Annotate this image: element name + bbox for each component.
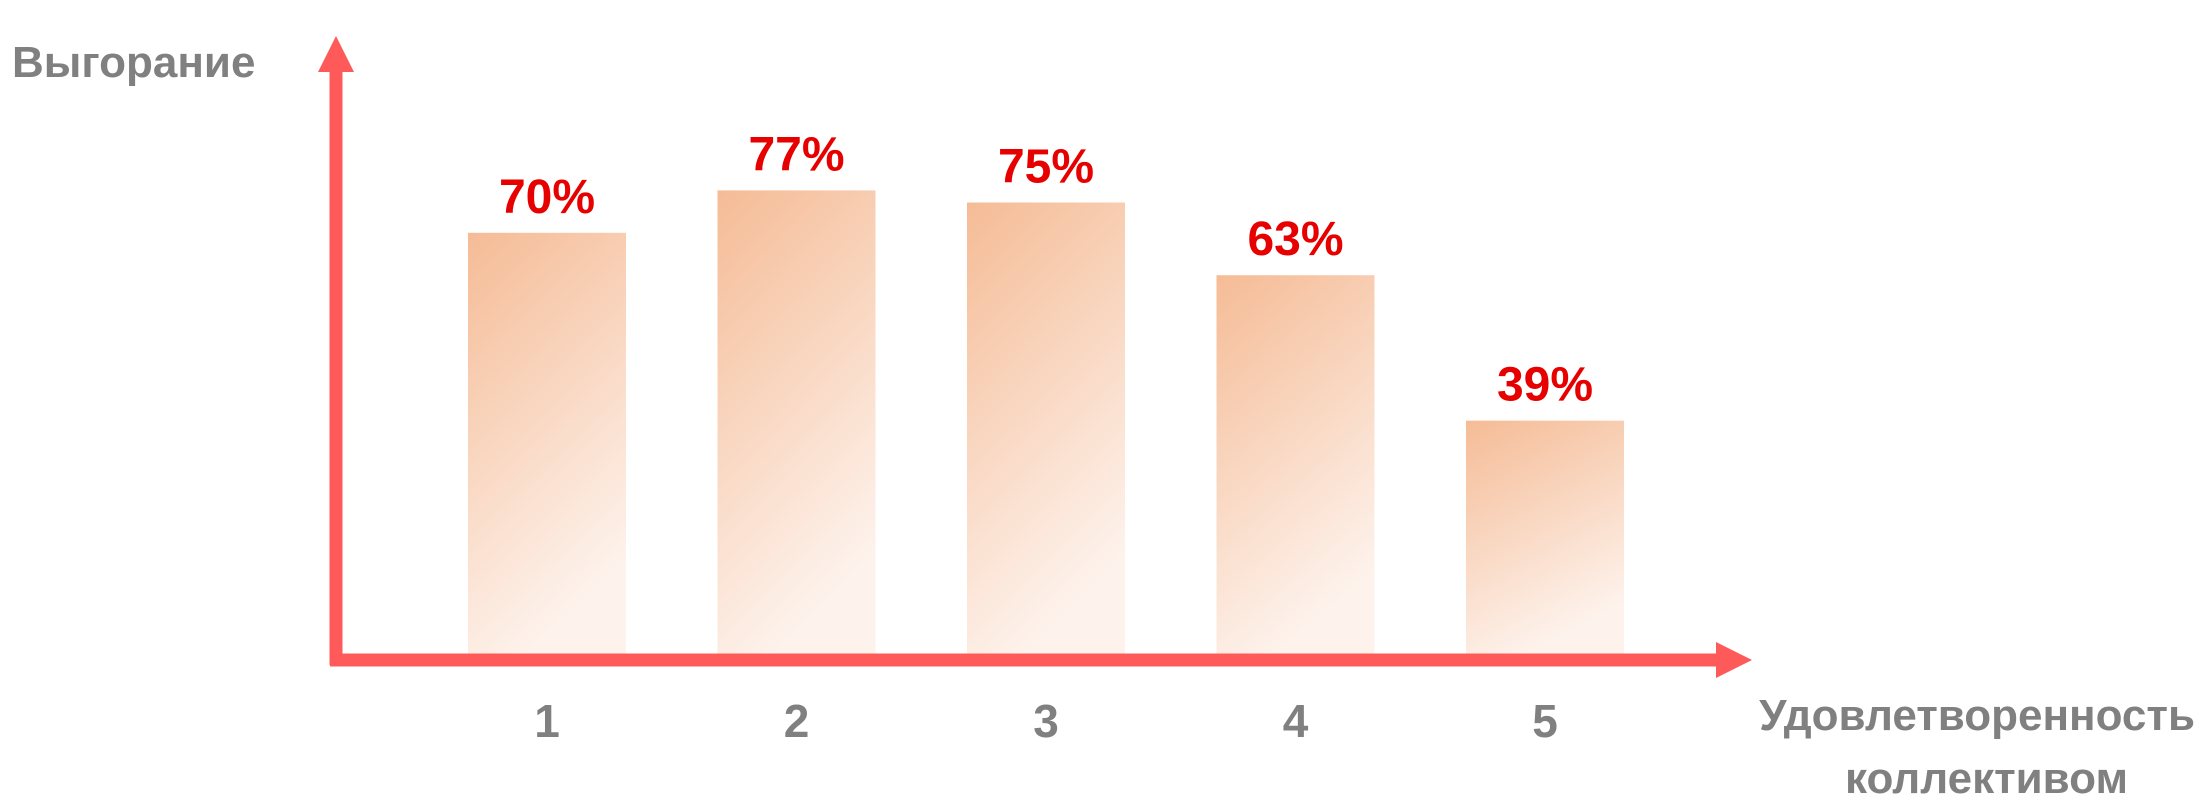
x-axis-label-line-1: Удовлетворенность [1759,691,2195,740]
bar-3 [967,202,1125,657]
value-label-5: 39% [1497,359,1593,412]
x-axis-label-line-2: коллективом [1845,754,2128,795]
x-tick-label-1: 1 [534,695,560,747]
x-tick-label-5: 5 [1532,695,1558,747]
x-tick-label-2: 2 [784,695,810,747]
value-label-1: 70% [499,171,595,224]
x-tick-label-3: 3 [1033,695,1059,747]
value-label-2: 77% [748,128,844,181]
bar-2 [717,190,876,657]
x-tick-label-4: 4 [1283,695,1309,747]
value-labels-layer: 70% 77% 75% 63% 39% [499,128,1593,411]
value-label-3: 75% [998,141,1094,194]
bar-1 [468,232,626,658]
bars-layer [468,190,1624,658]
y-axis-label: Выгорание [12,38,255,87]
bar-5 [1466,420,1624,657]
y-axis-arrow [318,36,354,72]
x-axis-arrow [1716,642,1752,678]
bar-4 [1216,275,1375,657]
value-label-4: 63% [1247,213,1343,266]
ticks-layer: 1 2 3 4 5 [534,695,1558,747]
